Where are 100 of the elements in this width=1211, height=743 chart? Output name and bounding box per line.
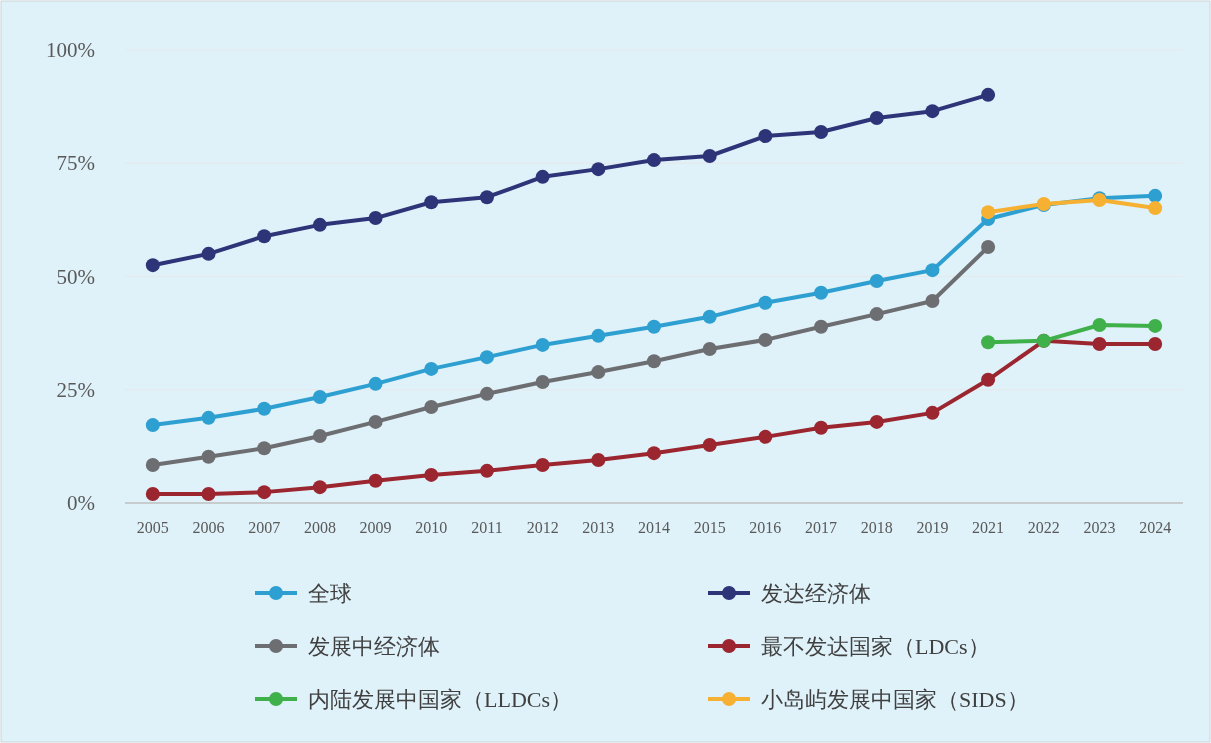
point [479, 350, 494, 365]
x-tick-label: 2008 [303, 519, 336, 536]
point [869, 307, 884, 322]
x-tick-label: 2017 [805, 519, 838, 536]
point [145, 486, 160, 501]
point [368, 211, 383, 226]
point [981, 87, 996, 102]
y-tick-label: 50% [56, 264, 95, 289]
point [869, 414, 884, 429]
point [869, 110, 884, 125]
point [1148, 318, 1163, 333]
y-tick-label: 75% [56, 151, 95, 176]
x-tick-label: 2022 [1027, 519, 1060, 536]
point [758, 332, 773, 347]
legend-label: 小岛屿发展中国家（SIDS） [761, 687, 1029, 712]
point [1148, 337, 1163, 351]
x-tick-label: 2013 [582, 519, 615, 536]
point [535, 457, 550, 472]
legend-label: 发达经济体 [761, 581, 871, 606]
point [535, 337, 550, 352]
point [814, 124, 829, 139]
point [758, 295, 773, 310]
point [925, 293, 940, 308]
point [1148, 201, 1163, 216]
point [814, 285, 829, 300]
x-tick-label: 2015 [693, 519, 726, 536]
y-tick-label: 25% [56, 377, 95, 402]
point [591, 452, 606, 467]
point [702, 438, 717, 453]
point [479, 190, 494, 205]
point [758, 129, 773, 144]
point [479, 463, 494, 478]
point [368, 473, 383, 488]
point [479, 386, 494, 401]
point [368, 376, 383, 391]
point [201, 246, 216, 261]
point [312, 217, 327, 232]
x-tick-label: 2021 [972, 519, 1005, 536]
x-tick-label: 2016 [749, 519, 782, 536]
point [591, 365, 606, 380]
y-tick-label: 0% [67, 491, 95, 515]
point [925, 104, 940, 119]
point [535, 169, 550, 184]
x-tick-label: 2011 [471, 519, 503, 536]
point [368, 414, 383, 429]
point [925, 263, 940, 278]
point [1148, 188, 1163, 203]
point [257, 401, 272, 416]
point [145, 258, 160, 273]
point [424, 361, 439, 376]
legend-label: 全球 [308, 581, 352, 606]
point [312, 390, 327, 404]
point [535, 375, 550, 390]
point [591, 328, 606, 343]
legend-label: 内陆发展中国家（LLDCs） [308, 687, 572, 712]
point [702, 149, 717, 163]
point [257, 485, 272, 500]
point [424, 399, 439, 414]
x-tick-label: 2024 [1139, 519, 1172, 536]
point [1092, 317, 1107, 332]
x-tick-label: 2014 [638, 519, 670, 536]
x-tick-label: 2018 [860, 519, 893, 536]
x-tick-label: 2019 [916, 519, 949, 536]
point [814, 319, 829, 334]
point [591, 162, 606, 177]
point [981, 372, 996, 387]
point [925, 405, 940, 420]
legend-label: 最不发达国家（LDCs） [761, 634, 990, 659]
x-tick-label: 2005 [136, 519, 169, 536]
point [201, 486, 216, 501]
x-tick-label: 2007 [248, 519, 281, 536]
point [702, 341, 717, 356]
legend-label: 发展中经济体 [308, 634, 440, 659]
x-tick-label: 2023 [1083, 519, 1116, 536]
point [869, 274, 884, 289]
point [702, 309, 717, 324]
point [257, 229, 272, 244]
point [981, 240, 996, 255]
point [647, 354, 661, 369]
point [647, 319, 661, 334]
x-tick-label: 2012 [526, 519, 559, 536]
point [1092, 337, 1107, 351]
point [201, 410, 216, 425]
point [424, 195, 439, 210]
x-tick-label: 2009 [359, 519, 392, 536]
point [312, 428, 327, 443]
point [981, 335, 996, 350]
point [424, 467, 439, 482]
x-tick-label: 2010 [415, 519, 448, 536]
point [201, 449, 216, 464]
point [814, 420, 829, 435]
y-tick-label: 100% [46, 38, 95, 62]
point [257, 441, 272, 456]
point [145, 457, 160, 472]
point [312, 480, 327, 495]
point [145, 418, 160, 433]
point [647, 153, 661, 168]
x-tick-label: 2006 [192, 519, 225, 536]
point [758, 429, 773, 444]
point [647, 446, 661, 461]
